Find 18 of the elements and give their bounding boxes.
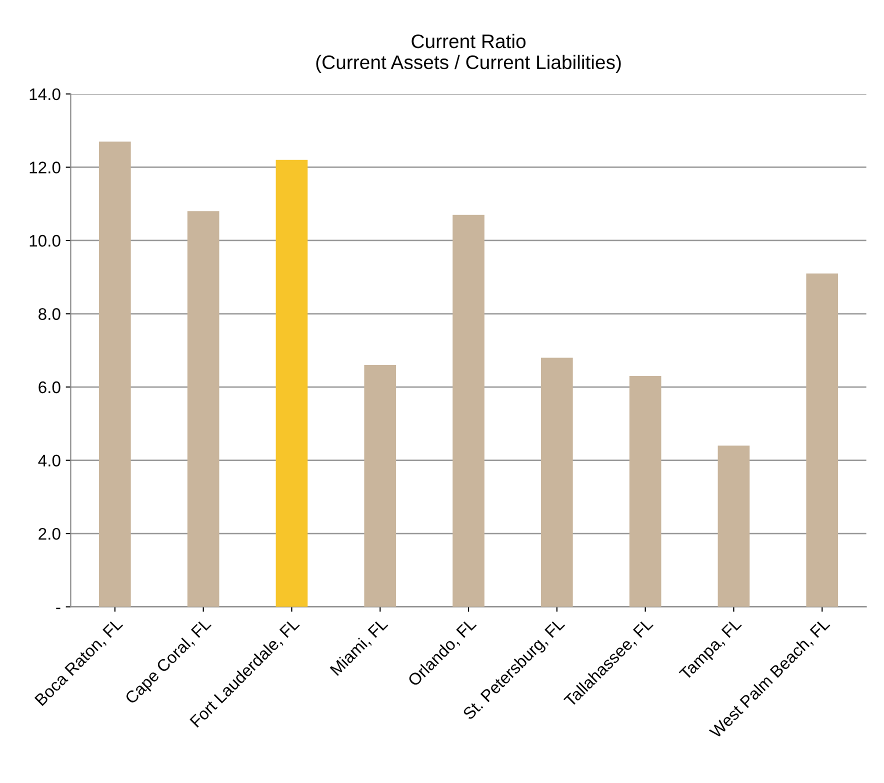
y-tick-label: 14.0: [30, 88, 60, 100]
bar: [276, 160, 308, 607]
y-tick-label: 2.0: [38, 528, 60, 540]
bar: [629, 376, 662, 607]
y-tick-label: 8.0: [38, 308, 60, 320]
bar: [452, 214, 484, 607]
bar: [187, 211, 220, 607]
chart-title: Current Ratio (Current Assets / Current Liabilities): [316, 34, 621, 73]
y-tick-label: 4.0: [38, 454, 60, 466]
bar: [99, 142, 131, 607]
bar: [541, 358, 573, 607]
bar: [806, 273, 838, 607]
y-tick-label: 6.0: [38, 381, 60, 394]
y-tick-label: 12.0: [30, 162, 60, 174]
y-tick-label: 10.0: [30, 234, 60, 247]
y-tick-label: -: [56, 608, 60, 610]
bar: [718, 446, 750, 607]
bar: [364, 365, 396, 607]
